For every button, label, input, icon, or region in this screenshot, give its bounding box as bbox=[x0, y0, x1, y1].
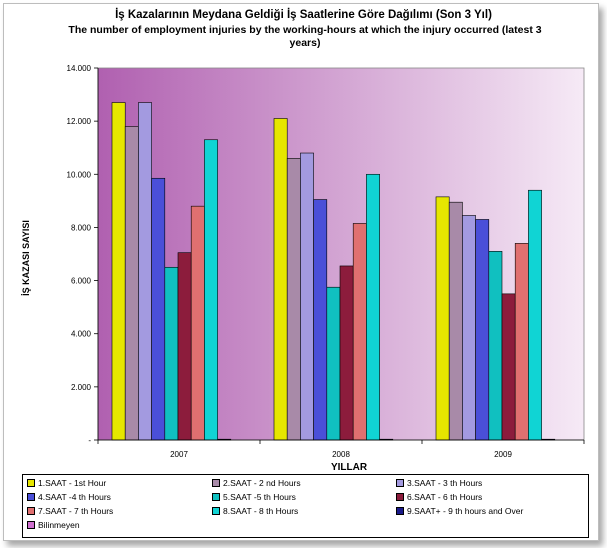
legend-swatch bbox=[396, 507, 404, 515]
bars bbox=[111, 102, 556, 441]
bar-2007-series-3 bbox=[138, 102, 152, 441]
legend-swatch bbox=[396, 479, 404, 487]
legend-swatch bbox=[27, 479, 35, 487]
bar-2009-series-2 bbox=[448, 201, 463, 441]
bar-2008-series-2 bbox=[286, 158, 301, 441]
legend-swatch bbox=[396, 493, 404, 501]
y-tick-label: 8.000 bbox=[71, 223, 92, 232]
y-tick-label: 14.000 bbox=[67, 64, 92, 73]
bar-2008-series-5 bbox=[326, 286, 341, 441]
legend-label: 6.SAAT - 6 th Hours bbox=[407, 492, 483, 502]
legend-label: Bilinmeyen bbox=[38, 520, 80, 530]
bar-2009-series-5 bbox=[488, 251, 503, 441]
x-axis-label: YILLAR bbox=[331, 462, 368, 473]
bar-2007-series-2 bbox=[124, 126, 139, 441]
legend-swatch bbox=[27, 507, 35, 515]
legend-label: 8.SAAT - 8 th Hours bbox=[223, 506, 299, 516]
bar-2009-series-6 bbox=[501, 293, 516, 441]
legend-item: 2.SAAT - 2 nd Hours bbox=[212, 478, 301, 488]
bar-2007-series-6 bbox=[177, 252, 192, 441]
bar-2007-series-4 bbox=[151, 177, 166, 441]
bar-2008-series-7 bbox=[352, 223, 367, 441]
legend-label: 9.SAAT+ - 9 th hours and Over bbox=[407, 506, 524, 516]
legend-item: 9.SAAT+ - 9 th hours and Over bbox=[396, 506, 523, 516]
legend-label: 4.SAAT -4 th Hours bbox=[38, 492, 111, 502]
legend-item: 4.SAAT -4 th Hours bbox=[27, 492, 111, 502]
bar-2008-series-1 bbox=[273, 118, 288, 441]
legend-swatch bbox=[212, 479, 220, 487]
bar-2008-series-6 bbox=[339, 265, 354, 441]
chart-title: İş Kazalarının Meydana Geldiği İş Saatle… bbox=[115, 9, 492, 21]
legend: 1.SAAT - 1st Hour 2.SAAT - 2 nd Hours 3.SA… bbox=[22, 474, 589, 538]
legend-item: 1.SAAT - 1st Hour bbox=[27, 478, 106, 488]
y-tick-label: 12.000 bbox=[67, 117, 92, 126]
legend-label: 1.SAAT - 1st Hour bbox=[38, 478, 107, 488]
legend-swatch bbox=[212, 507, 220, 515]
bar-2008-series-3 bbox=[300, 152, 314, 441]
bar-2009-series-7 bbox=[514, 243, 529, 441]
y-tick-label: 10.000 bbox=[67, 170, 92, 179]
bar-2007-series-8 bbox=[204, 139, 218, 441]
legend-item: 8.SAAT - 8 th Hours bbox=[212, 506, 298, 516]
legend-label: 5.SAAT -5 th Hours bbox=[223, 492, 296, 502]
y-axis: - 2.000 4.000 6.000 8.000 10.000 12.000 14.000 bbox=[67, 64, 99, 445]
legend-item: 3.SAAT - 3 th Hours bbox=[396, 478, 482, 488]
legend-swatch bbox=[27, 521, 35, 529]
chart-subtitle: The number of employment injuries by the… bbox=[68, 24, 542, 49]
x-axis: 2007 2008 2009 bbox=[97, 439, 585, 459]
y-tick-label: - bbox=[88, 436, 91, 445]
bar-2009-series-4 bbox=[475, 219, 490, 441]
legend-item: 7.SAAT - 7 th Hours bbox=[27, 506, 113, 516]
bar-2007-series-5 bbox=[164, 266, 179, 441]
legend-item: 5.SAAT -5 th Hours bbox=[212, 492, 296, 502]
y-tick-label: 4.000 bbox=[71, 330, 92, 339]
x-tick-label: 2009 bbox=[494, 450, 512, 459]
legend-item: 6.SAAT - 6 th Hours bbox=[396, 492, 482, 502]
legend-label: 2.SAAT - 2 nd Hours bbox=[223, 478, 301, 488]
legend-item: Bilinmeyen bbox=[27, 520, 80, 530]
y-tick-label: 2.000 bbox=[71, 383, 92, 392]
bar-2009-series-1 bbox=[435, 196, 450, 441]
y-axis-label: İŞ KAZASI SAYISI bbox=[21, 220, 31, 296]
bar-2009-series-3 bbox=[462, 215, 476, 441]
bar-2008-series-4 bbox=[313, 199, 328, 441]
bar-2007-series-7 bbox=[190, 205, 205, 441]
bar-2009-series-8 bbox=[528, 189, 542, 441]
bar-2007-series-1 bbox=[111, 102, 126, 441]
x-tick-label: 2008 bbox=[332, 450, 350, 459]
y-tick-label: 6.000 bbox=[71, 277, 92, 286]
legend-swatch bbox=[212, 493, 220, 501]
legend-label: 7.SAAT - 7 th Hours bbox=[38, 506, 114, 516]
legend-swatch bbox=[27, 493, 35, 501]
x-tick-label: 2007 bbox=[170, 450, 188, 459]
bar-2008-series-8 bbox=[366, 173, 380, 441]
legend-label: 3.SAAT - 3 th Hours bbox=[407, 478, 483, 488]
